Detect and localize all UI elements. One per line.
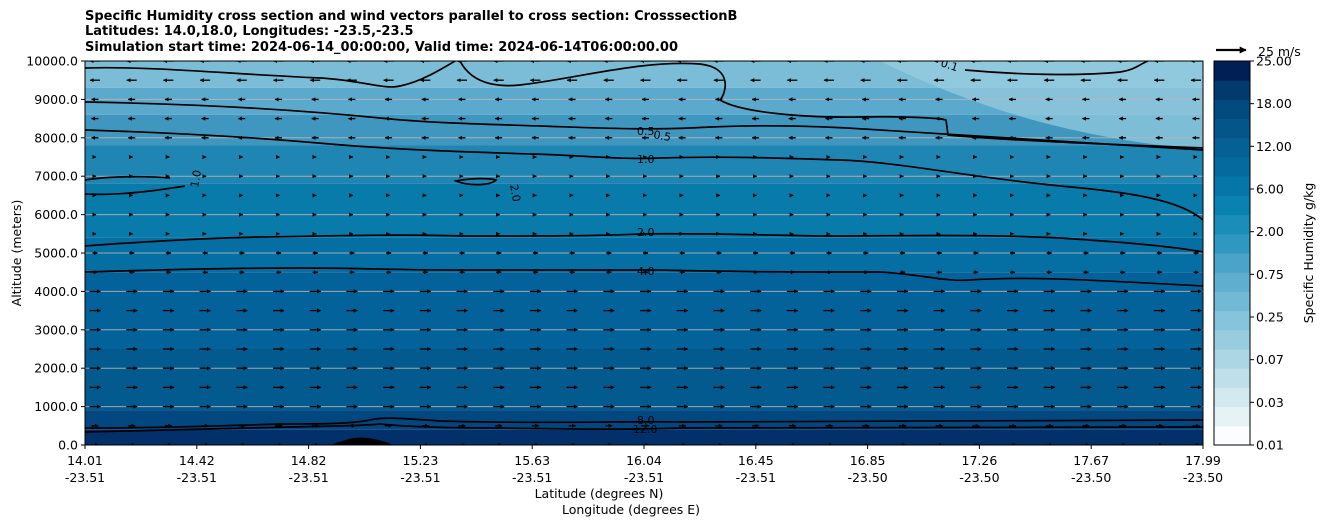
- y-tick-label-10: 10000.0: [26, 54, 78, 69]
- humidity-band-light: [880, 61, 1203, 150]
- contour-label-7: 4.0: [637, 265, 655, 278]
- x-tick-lat-6: 16.45: [738, 453, 774, 468]
- colorbar-segment-0: [1214, 425, 1250, 446]
- colorbar-tick-label-8: 18.00: [1256, 96, 1292, 111]
- humidity-band-5: [85, 237, 1203, 273]
- x-tick-lat-7: 16.85: [850, 453, 886, 468]
- contour-2-0: [85, 232, 1203, 253]
- colorbar-segment-14: [1214, 157, 1250, 177]
- y-tick-label-8: 8000.0: [34, 130, 78, 145]
- x-tick-lon-1: -23.51: [177, 470, 217, 485]
- colorbar-segment-2: [1214, 387, 1250, 408]
- colorbar-tick-label-6: 6.00: [1256, 182, 1284, 197]
- x-tick-lat-4: 15.63: [514, 453, 550, 468]
- x-axis-label-2: Longitude (degrees E): [562, 502, 700, 517]
- contour-label-4: 1.0: [188, 169, 204, 188]
- colorbar-segment-4: [1214, 349, 1250, 369]
- quiver-key-label: 25 m/s: [1258, 44, 1301, 59]
- humidity-band-4: [85, 183, 1203, 238]
- contour-label-6: 2.0: [507, 183, 523, 202]
- contour-8-0: [85, 417, 1203, 429]
- contour-0-1-c: [85, 61, 456, 88]
- contour-0-5: [85, 101, 1203, 151]
- x-tick-lon-10: -23.50: [1183, 470, 1223, 485]
- colorbar-segment-3: [1214, 368, 1250, 388]
- x-tick-lat-5: 16.04: [626, 453, 662, 468]
- contour-12-0: [85, 423, 1203, 433]
- x-axis-label: Latitude (degrees N): [535, 486, 664, 501]
- y-tick-label-3: 3000.0: [34, 322, 78, 337]
- x-tick-lon-8: -23.50: [959, 470, 999, 485]
- x-tick-lon-0: -23.51: [65, 470, 105, 485]
- colorbar-tick-label-7: 12.00: [1256, 139, 1292, 154]
- y-axis-label: Altitude (meters): [9, 200, 24, 307]
- colorbar-segment-16: [1214, 118, 1250, 139]
- colorbar-tick-label-4: 0.75: [1256, 267, 1284, 282]
- chart-title-line-2: Latitudes: 14.0,18.0, Longitudes: -23.5,…: [85, 24, 414, 39]
- colorbar-tick-label-5: 2.00: [1256, 224, 1284, 239]
- chart-title-line-1: Specific Humidity cross section and wind…: [85, 9, 738, 24]
- contour-0-1-a: [459, 61, 1203, 149]
- colorbar-segment-9: [1214, 253, 1250, 273]
- y-tick-label-4: 4000.0: [34, 284, 78, 299]
- y-tick-label-9: 9000.0: [34, 92, 78, 107]
- x-tick-lon-2: -23.51: [288, 470, 328, 485]
- x-tick-lat-9: 17.67: [1073, 453, 1109, 468]
- colorbar-segment-11: [1214, 214, 1250, 235]
- colorbar-tick-label-1: 0.03: [1256, 395, 1284, 410]
- colorbar-label: Specific Humidity g/kg: [1301, 183, 1316, 324]
- y-tick-label-2: 2000.0: [34, 361, 78, 376]
- y-tick-label-1: 1000.0: [34, 399, 78, 414]
- contour-label-1: 0.5: [637, 125, 655, 138]
- colorbar-frame: [1213, 60, 1251, 446]
- colorbar-segment-10: [1214, 233, 1250, 254]
- colorbar-segment-7: [1214, 291, 1250, 312]
- y-tick-label-0: 0.0: [58, 438, 78, 453]
- terrain-shape: [330, 437, 392, 445]
- x-tick-lat-10: 17.99: [1185, 453, 1221, 468]
- y-tick-label-7: 7000.0: [34, 169, 78, 184]
- x-tick-lat-2: 14.82: [291, 453, 327, 468]
- x-tick-lon-4: -23.51: [512, 470, 552, 485]
- colorbar-segment-17: [1214, 99, 1250, 120]
- contour-label-2: 0.5: [652, 128, 671, 144]
- colorbar-segment-6: [1214, 310, 1250, 331]
- x-tick-lon-9: -23.50: [1071, 470, 1111, 485]
- colorbar-tick-label-2: 0.07: [1256, 352, 1284, 367]
- y-tick-label-6: 6000.0: [34, 207, 78, 222]
- colorbar-tick-label-9: 25.00: [1256, 54, 1292, 69]
- x-tick-lat-1: 14.42: [179, 453, 215, 468]
- x-tick-lon-5: -23.51: [624, 470, 664, 485]
- contour-1-0: [85, 129, 1203, 221]
- x-tick-lon-3: -23.51: [400, 470, 440, 485]
- contour-4-0: [85, 267, 1203, 287]
- x-tick-lon-7: -23.50: [847, 470, 887, 485]
- contour-label-9: 12.0: [633, 423, 658, 436]
- y-tick-label-5: 5000.0: [34, 246, 78, 261]
- contour-0-1-b: [964, 61, 1149, 76]
- x-tick-lat-0: 14.01: [67, 453, 103, 468]
- contour-label-3: 1.0: [637, 153, 655, 166]
- colorbar-segment-5: [1214, 329, 1250, 350]
- colorbar-tick-label-3: 0.25: [1256, 310, 1284, 325]
- colorbar-tick-label-0: 0.01: [1256, 438, 1284, 453]
- humidity-band-7: [85, 349, 1203, 411]
- contour-label-8: 8.0: [637, 414, 655, 427]
- colorbar-segment-1: [1214, 406, 1250, 427]
- x-tick-lat-3: 15.23: [403, 453, 439, 468]
- contour-label-5: 2.0: [637, 226, 655, 239]
- colorbar-segment-18: [1214, 80, 1250, 100]
- colorbar-segment-19: [1214, 61, 1250, 81]
- contour-2-0-loop: [453, 177, 498, 186]
- colorbar-segment-13: [1214, 176, 1250, 196]
- chart-title-line-3: Simulation start time: 2024-06-14_00:00:…: [85, 40, 678, 55]
- x-tick-lon-6: -23.51: [736, 470, 776, 485]
- colorbar-segment-12: [1214, 195, 1250, 216]
- x-tick-lat-8: 17.26: [962, 453, 998, 468]
- colorbar-segment-8: [1214, 272, 1250, 292]
- colorbar-segment-15: [1214, 137, 1250, 158]
